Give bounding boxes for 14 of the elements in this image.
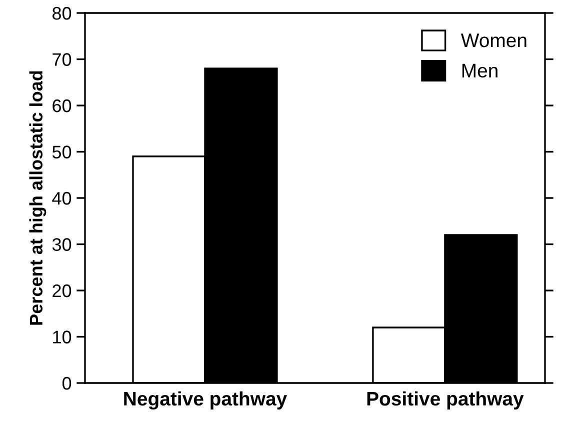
- y-tick-label: 80: [52, 6, 72, 20]
- y-tick-label: 50: [52, 146, 72, 158]
- legend-label: Men: [462, 64, 498, 78]
- y-tick-label: 10: [53, 330, 72, 344]
- y-tick-label: 20: [52, 284, 72, 298]
- y-tick-label: 0: [62, 376, 72, 390]
- y-tick-label: 30: [52, 238, 72, 251]
- y-tick-label: 60: [52, 99, 72, 112]
- y-tick-label: 70: [52, 53, 72, 66]
- legend-label: Women: [460, 34, 526, 48]
- y-tick-label: 40: [52, 192, 72, 205]
- x-tick-label: Negative pathway: [124, 391, 288, 410]
- x-tick-label: Positive pathway: [367, 391, 524, 410]
- y-axis-title: Percent at high allostatic load: [29, 71, 46, 325]
